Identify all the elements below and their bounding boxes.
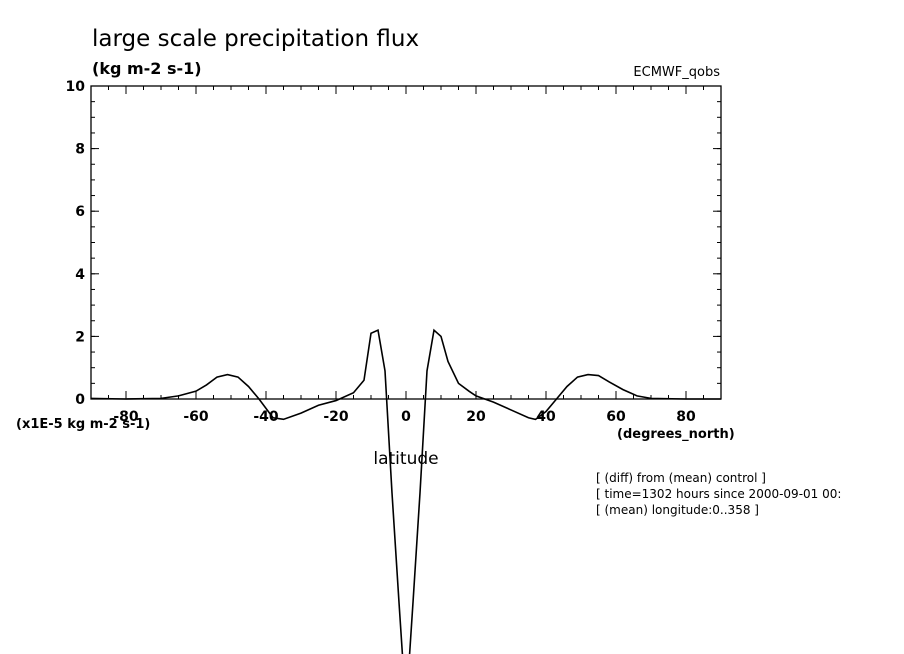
- x-tick-label: -20: [323, 409, 349, 425]
- info-line: [ time=1302 hours since 2000-09-01 00:: [596, 487, 841, 501]
- x-tick-label: 0: [401, 409, 411, 425]
- chart-subtitle: (kg m-2 s-1): [92, 59, 202, 78]
- y-tick-label: 4: [75, 267, 85, 283]
- info-line: [ (mean) longitude:0..358 ]: [596, 503, 759, 517]
- x-tick-label: -60: [183, 409, 209, 425]
- x-tick-label: 20: [466, 409, 486, 425]
- x-tick-label: -40: [253, 409, 279, 425]
- y-tick-label: 2: [75, 329, 85, 345]
- x-tick-label: 80: [676, 409, 696, 425]
- x-axis-label: latitude: [373, 449, 438, 469]
- y-tick-label: 6: [75, 204, 85, 220]
- plot-frame: [90, 85, 722, 400]
- x-unit-label: (degrees_north): [617, 427, 735, 442]
- data-line: [90, 328, 721, 654]
- y-tick-label: 10: [66, 79, 86, 95]
- chart-title: large scale precipitation flux: [92, 26, 419, 52]
- source-label: ECMWF_qobs: [633, 65, 720, 80]
- y-unit-label: (x1E-5 kg m-2 s-1): [16, 417, 150, 432]
- info-line: [ (diff) from (mean) control ]: [596, 471, 766, 485]
- x-tick-label: -80: [113, 409, 139, 425]
- x-tick-label: 60: [606, 409, 626, 425]
- y-tick-label: 8: [75, 142, 85, 158]
- x-tick-label: 40: [536, 409, 556, 425]
- y-tick-label: 0: [75, 392, 85, 408]
